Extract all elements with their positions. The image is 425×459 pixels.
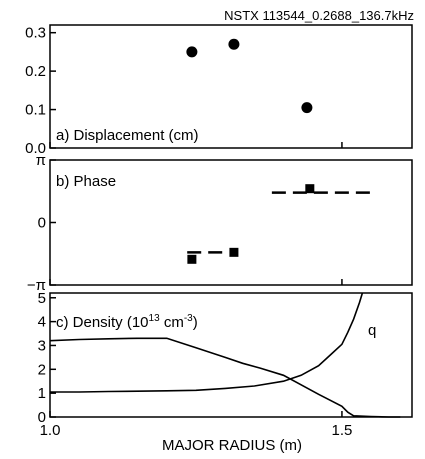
y-tick-label-2-4: 4 [38,314,46,331]
panel-c-frame [49,292,413,418]
phase-point-0 [187,254,197,264]
density-profile-line [49,337,401,418]
displacement-point-0 [186,46,198,58]
y-tick-label-0-1: 0.1 [25,102,46,119]
y-tick-label-2-0: 0 [38,409,46,426]
x-tick-label-0: 1.0 [40,422,61,439]
panel-c-label-end: ) [193,314,198,331]
chart-marks: 0.0 0.1 0.2 0.3 π 0 −π 0 1 2 3 4 5 1.0 1.5 [25,25,401,439]
panel-c-label-exp1: 13 [149,313,161,324]
panel-a-frame [49,24,413,149]
y-tick-label-1-0: π [36,152,46,169]
panel-b-label: b) Phase [56,173,116,190]
shot-label: NSTX 113544_0.2688_136.7kHz [224,8,414,23]
panel-c-label-exp2: -3 [184,313,193,324]
q-profile-line [50,292,364,393]
phase-point-2 [305,184,315,194]
x-tick-label-1: 1.5 [332,422,353,439]
y-tick-label-0-2: 0.2 [25,63,46,80]
displacement-point-2 [301,102,313,114]
panel-c-label-start: c) Density (10 [56,314,149,331]
panel-c-label-mid: cm [160,314,184,331]
y-tick-label-1-2: −π [27,277,46,294]
y-tick-label-2-5: 5 [38,290,46,307]
y-tick-label-2-2: 2 [38,361,46,378]
x-axis-title: MAJOR RADIUS (m) [162,437,302,454]
panel-a-label: a) Displacement (cm) [56,127,199,144]
y-tick-label-2-1: 1 [38,385,46,402]
phase-point-1 [229,247,239,257]
y-tick-label-1-1: 0 [38,215,46,232]
q-series-label: q [368,322,376,339]
y-tick-label-2-3: 3 [38,337,46,354]
panel-c-label: c) Density (1013 cm-3) [56,313,198,331]
y-tick-label-0-0: 0.0 [25,140,46,157]
displacement-point-1 [228,38,240,50]
y-tick-label-0-3: 0.3 [25,25,46,42]
